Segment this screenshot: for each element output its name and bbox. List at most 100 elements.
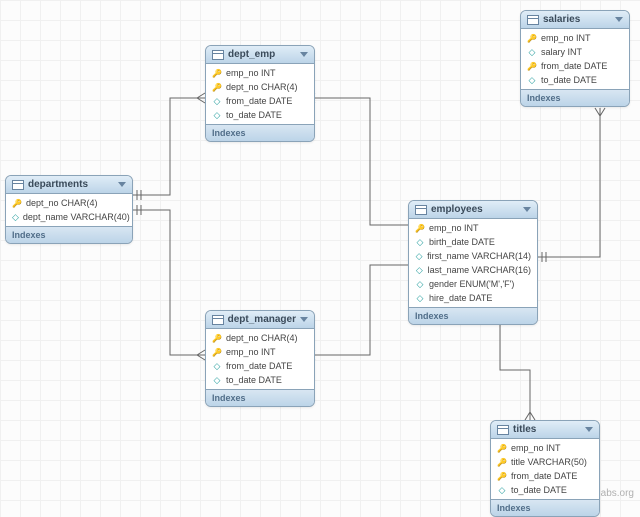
column-list: dept_no CHAR(4) dept_name VARCHAR(40): [6, 194, 132, 226]
table-header[interactable]: titles: [491, 421, 599, 439]
column-label: emp_no INT: [226, 68, 276, 78]
table-title: dept_emp: [228, 49, 275, 60]
column-label: to_date DATE: [226, 375, 282, 385]
column-row[interactable]: hire_date DATE: [409, 291, 537, 305]
column-label: from_date DATE: [226, 361, 292, 371]
attribute-icon: [415, 279, 425, 289]
key-icon: [497, 443, 507, 453]
table-dept_manager[interactable]: dept_manager dept_no CHAR(4) emp_no INT fro…: [205, 310, 315, 407]
column-list: emp_no INT dept_no CHAR(4)from_date DATE t…: [206, 64, 314, 124]
column-row[interactable]: last_name VARCHAR(16): [409, 263, 537, 277]
column-label: from_date DATE: [511, 471, 577, 481]
attribute-icon: [212, 375, 222, 385]
column-label: dept_no CHAR(4): [226, 333, 298, 343]
column-row[interactable]: emp_no INT: [521, 31, 629, 45]
key-icon: [212, 82, 222, 92]
column-row[interactable]: dept_no CHAR(4): [206, 331, 314, 345]
attribute-icon: [415, 251, 423, 261]
column-row[interactable]: dept_no CHAR(4): [206, 80, 314, 94]
key-icon: [12, 198, 22, 208]
table-header[interactable]: dept_manager: [206, 311, 314, 329]
attribute-icon: [415, 293, 425, 303]
attribute-icon: [497, 485, 507, 495]
collapse-icon[interactable]: [300, 52, 308, 57]
key-icon: [497, 471, 507, 481]
table-footer-indexes[interactable]: Indexes: [206, 124, 314, 141]
column-row[interactable]: dept_no CHAR(4): [6, 196, 132, 210]
attribute-icon: [212, 110, 222, 120]
column-label: emp_no INT: [429, 223, 479, 233]
column-label: to_date DATE: [226, 110, 282, 120]
column-row[interactable]: from_date DATE: [521, 59, 629, 73]
relationship-edge: [315, 98, 408, 225]
table-title: titles: [513, 424, 536, 435]
column-label: to_date DATE: [541, 75, 597, 85]
column-label: last_name VARCHAR(16): [428, 265, 531, 275]
key-icon: [497, 457, 507, 467]
column-label: emp_no INT: [226, 347, 276, 357]
column-label: title VARCHAR(50): [511, 457, 587, 467]
table-icon: [497, 425, 509, 435]
attribute-icon: [527, 47, 537, 57]
table-footer-indexes[interactable]: Indexes: [6, 226, 132, 243]
column-label: dept_no CHAR(4): [26, 198, 98, 208]
column-row[interactable]: to_date DATE: [521, 73, 629, 87]
column-row[interactable]: dept_name VARCHAR(40): [6, 210, 132, 224]
column-row[interactable]: to_date DATE: [206, 373, 314, 387]
column-row[interactable]: from_date DATE: [206, 94, 314, 108]
column-row[interactable]: from_date DATE: [206, 359, 314, 373]
attribute-icon: [212, 96, 222, 106]
table-footer-indexes[interactable]: Indexes: [521, 89, 629, 106]
column-row[interactable]: title VARCHAR(50): [491, 455, 599, 469]
table-footer-indexes[interactable]: Indexes: [409, 307, 537, 324]
column-label: dept_name VARCHAR(40): [23, 212, 130, 222]
collapse-icon[interactable]: [300, 317, 308, 322]
attribute-icon: [212, 361, 222, 371]
column-label: birth_date DATE: [429, 237, 495, 247]
collapse-icon[interactable]: [585, 427, 593, 432]
column-row[interactable]: birth_date DATE: [409, 235, 537, 249]
key-icon: [527, 33, 537, 43]
collapse-icon[interactable]: [118, 182, 126, 187]
column-row[interactable]: emp_no INT: [409, 221, 537, 235]
table-footer-indexes[interactable]: Indexes: [491, 499, 599, 516]
attribute-icon: [415, 265, 424, 275]
column-row[interactable]: emp_no INT: [206, 345, 314, 359]
table-employees[interactable]: employees emp_no INT birth_date DATE first_…: [408, 200, 538, 325]
column-row[interactable]: from_date DATE: [491, 469, 599, 483]
column-label: from_date DATE: [541, 61, 607, 71]
table-header[interactable]: dept_emp: [206, 46, 314, 64]
column-row[interactable]: emp_no INT: [491, 441, 599, 455]
column-label: emp_no INT: [511, 443, 561, 453]
table-salaries[interactable]: salaries emp_no INT salary INT from_date DA…: [520, 10, 630, 107]
column-label: emp_no INT: [541, 33, 591, 43]
relationship-edge: [538, 108, 600, 257]
column-label: gender ENUM('M','F'): [429, 279, 514, 289]
table-dept_emp[interactable]: dept_emp emp_no INT dept_no CHAR(4)from_da…: [205, 45, 315, 142]
relationship-edge: [500, 316, 530, 420]
table-title: dept_manager: [228, 314, 296, 325]
column-row[interactable]: gender ENUM('M','F'): [409, 277, 537, 291]
attribute-icon: [527, 75, 537, 85]
table-icon: [527, 15, 539, 25]
table-title: departments: [28, 179, 88, 190]
column-row[interactable]: emp_no INT: [206, 66, 314, 80]
column-label: salary INT: [541, 47, 582, 57]
column-row[interactable]: to_date DATE: [491, 483, 599, 497]
collapse-icon[interactable]: [615, 17, 623, 22]
table-header[interactable]: employees: [409, 201, 537, 219]
table-header[interactable]: salaries: [521, 11, 629, 29]
key-icon: [527, 61, 537, 71]
table-icon: [212, 315, 224, 325]
table-footer-indexes[interactable]: Indexes: [206, 389, 314, 406]
table-titles[interactable]: titles emp_no INT title VARCHAR(50) from_da…: [490, 420, 600, 517]
column-row[interactable]: to_date DATE: [206, 108, 314, 122]
column-row[interactable]: salary INT: [521, 45, 629, 59]
table-departments[interactable]: departments dept_no CHAR(4) dept_name VARC…: [5, 175, 133, 244]
column-label: to_date DATE: [511, 485, 567, 495]
attribute-icon: [12, 212, 19, 222]
table-header[interactable]: departments: [6, 176, 132, 194]
collapse-icon[interactable]: [523, 207, 531, 212]
column-row[interactable]: first_name VARCHAR(14): [409, 249, 537, 263]
table-title: salaries: [543, 14, 580, 25]
